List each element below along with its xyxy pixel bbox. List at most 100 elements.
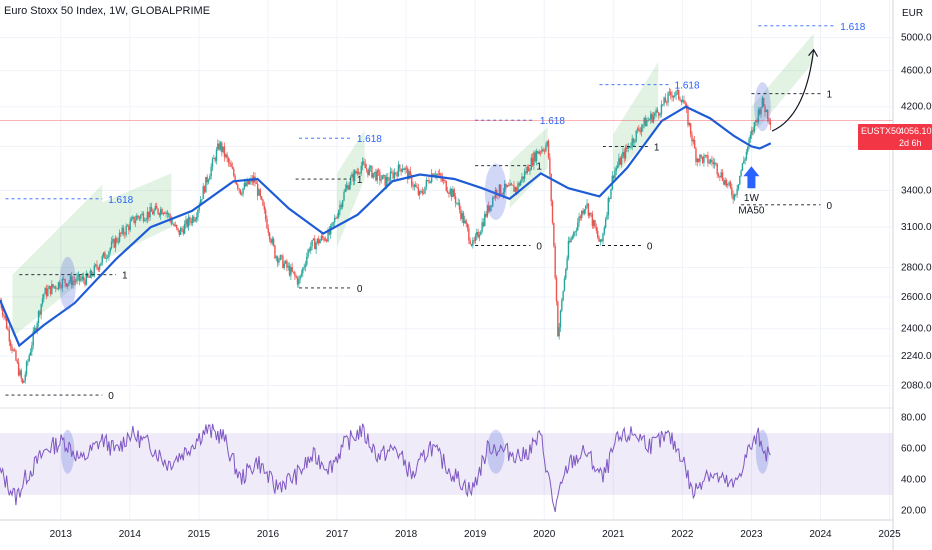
candle-body xyxy=(757,109,760,122)
candle-body xyxy=(223,146,226,157)
candle-body xyxy=(341,200,344,208)
candle-body xyxy=(478,234,481,238)
candle-body xyxy=(82,276,85,281)
fib-1618-label: 1.618 xyxy=(108,195,133,206)
candle-body xyxy=(1,308,4,316)
candle-body xyxy=(133,216,135,223)
candle-body xyxy=(114,238,117,248)
candle-body xyxy=(331,222,333,227)
candle-body xyxy=(324,239,327,241)
candle-body xyxy=(498,184,501,196)
candle-body xyxy=(522,176,524,179)
candle-body xyxy=(128,225,130,231)
fib-level-label: 0 xyxy=(108,391,114,402)
candle-body xyxy=(11,346,13,351)
candle-body xyxy=(106,257,109,259)
candle-body xyxy=(515,187,518,191)
price-tick-label: 4200.00 xyxy=(901,102,932,113)
candle-body xyxy=(132,216,134,219)
candle-body xyxy=(408,171,410,180)
candle-body xyxy=(660,104,663,115)
time-tick-label: 2015 xyxy=(188,529,211,540)
candle-body xyxy=(393,172,396,179)
candle-body xyxy=(238,188,240,190)
candle-body xyxy=(179,228,182,235)
candle-body xyxy=(446,190,449,193)
candle-body xyxy=(109,248,111,252)
candle-body xyxy=(190,221,192,224)
candle-body xyxy=(108,251,110,258)
candle-body xyxy=(620,156,623,165)
candle-body xyxy=(80,279,82,281)
rsi-axis[interactable]: 80.00 60.00 40.00 20.00 xyxy=(901,413,926,517)
candle-body xyxy=(466,223,469,229)
candle-body xyxy=(302,268,304,274)
candle-body xyxy=(136,215,138,221)
price-axis[interactable]: 5000.004600.004200.003800.003400.003100.… xyxy=(901,33,932,392)
candle-body xyxy=(655,109,657,114)
candle-body xyxy=(100,262,102,266)
candle-body xyxy=(732,194,734,200)
candle-body xyxy=(486,205,489,217)
candle-body xyxy=(49,286,52,295)
candle-body xyxy=(270,239,272,243)
candle-body xyxy=(296,277,299,285)
candle-body xyxy=(360,165,362,174)
candle-body xyxy=(153,210,155,215)
candle-body xyxy=(630,146,632,148)
candle-body xyxy=(465,220,467,224)
candle-body xyxy=(126,225,129,227)
candle-body xyxy=(357,171,360,174)
candle-body xyxy=(48,286,50,289)
candle-body xyxy=(392,172,394,179)
candle-body xyxy=(322,235,324,238)
candle-body xyxy=(185,219,187,225)
candle-body xyxy=(124,233,126,235)
candle-body xyxy=(415,184,417,187)
candle-body xyxy=(288,265,291,276)
time-axis[interactable]: 2013 2014 2015 2016 2017 2018 2019 2020 2021 2022… xyxy=(50,529,901,540)
candle-body xyxy=(628,146,631,148)
candle-body xyxy=(445,180,447,191)
candle-body xyxy=(161,209,163,215)
candle-body xyxy=(720,172,722,178)
candle-body xyxy=(243,183,246,189)
candle-body xyxy=(242,188,244,195)
candle-body xyxy=(761,97,764,108)
candle-body xyxy=(33,328,36,332)
highlight-circles xyxy=(59,82,771,311)
candle-body xyxy=(110,241,113,249)
candle-body xyxy=(67,283,69,287)
candle-body xyxy=(436,173,438,177)
candle-body xyxy=(492,197,494,207)
candle-body xyxy=(259,189,262,197)
candle-body xyxy=(700,154,702,157)
candle-body xyxy=(92,275,94,277)
time-tick-label: 2014 xyxy=(119,529,142,540)
candle-body xyxy=(651,113,653,123)
candle-body xyxy=(369,166,372,168)
candle-body xyxy=(316,238,319,243)
currency-label: EUR xyxy=(902,8,923,19)
candle-body xyxy=(729,182,732,188)
candle-body xyxy=(361,161,364,166)
candle-body xyxy=(140,214,142,219)
candle-body xyxy=(543,150,546,152)
candle-body xyxy=(505,183,507,188)
time-tick-label: 2025 xyxy=(878,529,901,540)
candle-body xyxy=(589,212,591,216)
candle-body xyxy=(199,199,202,206)
candle-body xyxy=(15,350,17,361)
chart-title: Euro Stoxx 50 Index, 1W, GLOBALPRIME xyxy=(4,5,210,17)
candle-body xyxy=(631,138,633,147)
candle-body xyxy=(529,169,531,172)
candle-body xyxy=(187,217,190,227)
annotation-label: 1W xyxy=(744,193,760,204)
candle-body xyxy=(209,176,211,180)
candle-body xyxy=(193,216,195,222)
rsi-tick-label: 20.00 xyxy=(901,505,926,516)
candle-body xyxy=(751,130,753,136)
candle-body xyxy=(539,151,542,153)
candle-body xyxy=(559,310,562,328)
